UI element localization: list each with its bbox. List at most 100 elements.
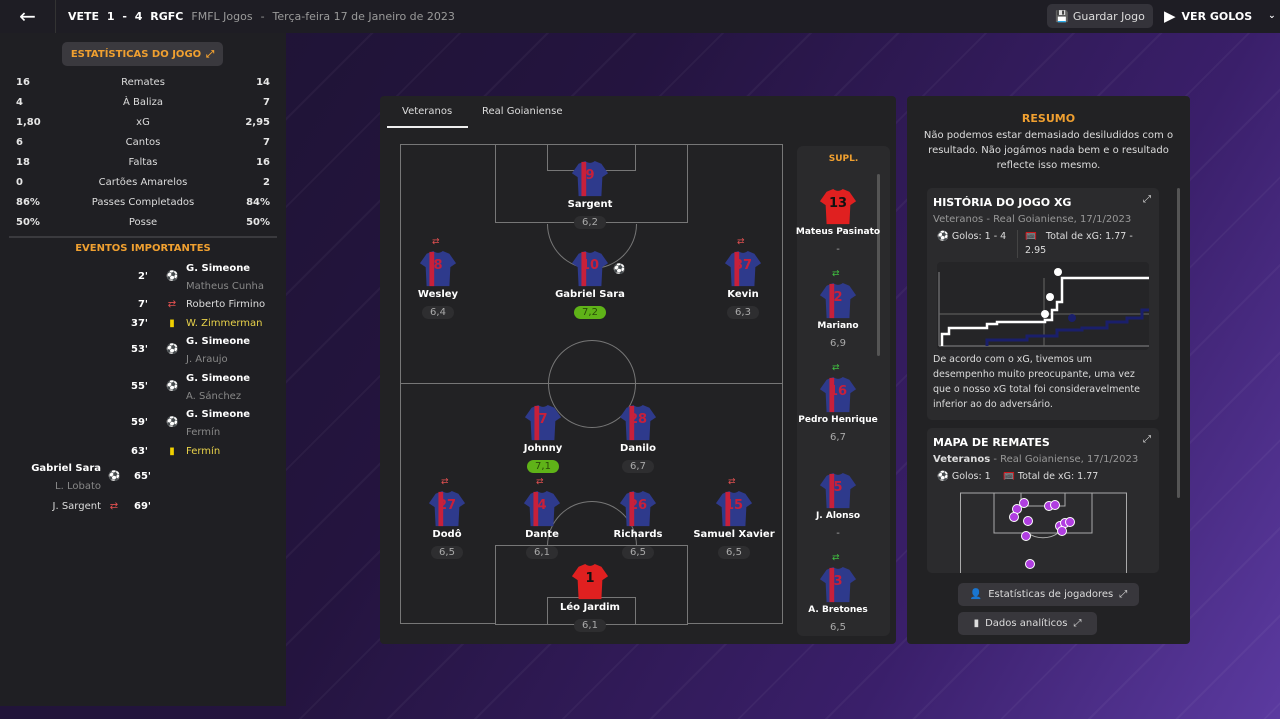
player-stats-button[interactable]: 👤 Estatísticas de jogadores ⤢ (958, 583, 1139, 606)
player-name: Pedro Henrique (798, 415, 878, 425)
watch-goals-button[interactable]: ▶ VER GOLOS ⌄ (1164, 4, 1276, 28)
ball-icon: ⚽ (937, 471, 949, 482)
substitute-pedro-henrique[interactable]: ⇄ 16 Pedro Henrique 6,7 (778, 364, 898, 444)
competition[interactable]: FMFL Jogos (191, 10, 253, 23)
stat-row: 6 Cantos 7 (16, 132, 270, 152)
home-value: 16 (16, 76, 30, 88)
play-icon: ▶ (1164, 7, 1176, 25)
shirt-icon (819, 282, 857, 319)
player-rating: 6,5 (622, 546, 654, 559)
shirt-icon (724, 250, 762, 287)
event-row: 55' ⚽ G. Simeone A. Sánchez (0, 371, 286, 402)
score: 1 - 4 (106, 10, 143, 23)
away-value: 16 (256, 156, 270, 168)
shirt-icon (524, 404, 562, 441)
player-rating: 6,5 (830, 622, 846, 633)
expand-icon[interactable]: ⤢ (1143, 434, 1151, 445)
shirt-icon (619, 490, 657, 527)
centre-circle (548, 340, 636, 428)
xg-goal-icon: 🥅 (1025, 231, 1037, 242)
home-value: 1,80 (16, 116, 41, 128)
player-danilo[interactable]: 28 Danilo 6,7 (578, 404, 698, 473)
events-title: EVENTOS IMPORTANTES (75, 243, 211, 254)
back-button[interactable]: ← (0, 0, 56, 33)
match-stats-button[interactable]: ESTATÍSTICAS DO JOGO ⤢ (62, 42, 223, 66)
shot-map-pitch (960, 492, 1127, 573)
player-stats-label: Estatísticas de jogadores (988, 589, 1114, 600)
player-samuel-xavier[interactable]: ⇄ 15 Samuel Xavier 6,5 (674, 478, 794, 559)
stat-row: 50% Posse 50% (16, 212, 270, 232)
player-name: Mariano (817, 321, 859, 331)
player-wesley[interactable]: ⇄ 8 Wesley 6,4 (378, 238, 498, 319)
event-player: W. Zimmerman (186, 318, 263, 329)
separator: - (260, 10, 265, 23)
player-rating: 6,9 (830, 338, 846, 349)
shirt-icon (819, 376, 857, 413)
chevron-down-icon[interactable]: ⌄ (1268, 11, 1276, 21)
home-value: 4 (16, 96, 23, 108)
player-name: Dante (525, 529, 559, 540)
xg-info: 🥅 Total de xG: 1.77 (1003, 470, 1098, 484)
player-johnny[interactable]: 7 Johnny 7,1 (483, 404, 603, 473)
event-player: J. Sargent (52, 501, 101, 512)
player-kevin[interactable]: ⇄ 37 Kevin 6,3 (683, 238, 803, 319)
event-row: 2' ⚽ G. Simeone Matheus Cunha (0, 261, 286, 292)
substitute-a-bretones[interactable]: ⇄ 3 A. Bretones 6,5 (778, 554, 898, 634)
player-dod-[interactable]: ⇄ 27 Dodô 6,5 (387, 478, 507, 559)
external-link-icon: ⤢ (206, 48, 215, 60)
expand-icon[interactable]: ⤢ (1143, 194, 1151, 205)
summary-scrollbar[interactable] (1177, 188, 1180, 498)
shirt-number: 26 (628, 498, 648, 513)
event-row: 7' ⇄ Roberto Firmino (0, 297, 286, 327)
substitution-icon: ⇄ (167, 299, 177, 310)
player-sargent[interactable]: 9 Sargent 6,2 (530, 160, 650, 229)
goals-info: ⚽ Golos: 1 - 4 (937, 230, 1006, 244)
stat-row: 1,80 xG 2,95 (16, 112, 270, 132)
save-game-button[interactable]: 💾 Guardar Jogo (1047, 4, 1153, 28)
match-stats-label: ESTATÍSTICAS DO JOGO (70, 48, 202, 60)
shirt-icon (419, 250, 457, 287)
lineup-panel: Veteranos Real Goianiense 9 Sargent 6,2 ⇄ 8 W… (380, 96, 896, 644)
substitute-mateus-pasinato[interactable]: 13 Mateus Pasinato - (778, 188, 898, 256)
analytics-button[interactable]: ▮ Dados analíticos ⤢ (958, 612, 1097, 635)
shirt-number: 1 (585, 571, 595, 586)
divider (1017, 230, 1018, 258)
xg-story-card[interactable]: HISTÓRIA DO JOGO XG ⤢ Veteranos - Real G… (927, 188, 1159, 420)
event-minute: 55' (131, 381, 148, 392)
yellow-card-icon: ▮ (169, 318, 175, 329)
substituted-off-icon: ⇄ (728, 477, 736, 487)
player-dante[interactable]: ⇄ 4 Dante 6,1 (482, 478, 602, 559)
player-richards[interactable]: 26 Richards 6,5 (578, 490, 698, 559)
player-gabriel-sara[interactable]: 10 ⚽ Gabriel Sara 7,2 (530, 250, 650, 319)
home-value: 50% (16, 216, 40, 228)
goalkeeper-shirt-icon (571, 563, 609, 600)
player-l-o-jardim[interactable]: 1 Léo Jardim 6,1 (530, 563, 650, 632)
player-name: Johnny (523, 443, 563, 454)
divider (9, 236, 277, 238)
goal-marker (1041, 310, 1049, 318)
event-minute: 53' (131, 344, 148, 355)
event-player: Fermín (186, 446, 221, 457)
person-icon: 👤 (969, 589, 983, 600)
subs-scrollbar[interactable] (877, 174, 880, 356)
goals-info: ⚽ Golos: 1 (937, 470, 991, 484)
event-player: Gabriel Sara (31, 463, 101, 474)
analytics-label: Dados analíticos (985, 618, 1068, 629)
shot-map-card[interactable]: MAPA DE REMATES ⤢ Veteranos - Real Goian… (927, 428, 1159, 573)
summary-panel: RESUMO Não podemos estar demasiado desil… (907, 96, 1190, 644)
shot-map-subtitle: Veteranos - Real Goianiense, 17/1/2023 (933, 454, 1138, 465)
player-name: Sargent (567, 199, 613, 210)
shirt-number: 5 (833, 480, 843, 495)
shot-map-title: MAPA DE REMATES (933, 436, 1050, 449)
tab-veteranos[interactable]: Veteranos (402, 106, 453, 117)
event-assist: Matheus Cunha (186, 281, 265, 292)
away-value: 7 (263, 96, 270, 108)
away-value: 50% (246, 216, 270, 228)
substitute-j-alonso[interactable]: 5 J. Alonso - (778, 472, 898, 540)
tab-real-goianiense[interactable]: Real Goianiense (482, 106, 563, 117)
goalkeeper-shirt-icon (819, 188, 857, 225)
scoreline: VETE 1 - 4 RGFC (68, 10, 183, 23)
goal-marker (1054, 268, 1062, 276)
player-rating: 6,2 (574, 216, 606, 229)
substitute-mariano[interactable]: ⇄ 2 Mariano 6,9 (778, 270, 898, 350)
